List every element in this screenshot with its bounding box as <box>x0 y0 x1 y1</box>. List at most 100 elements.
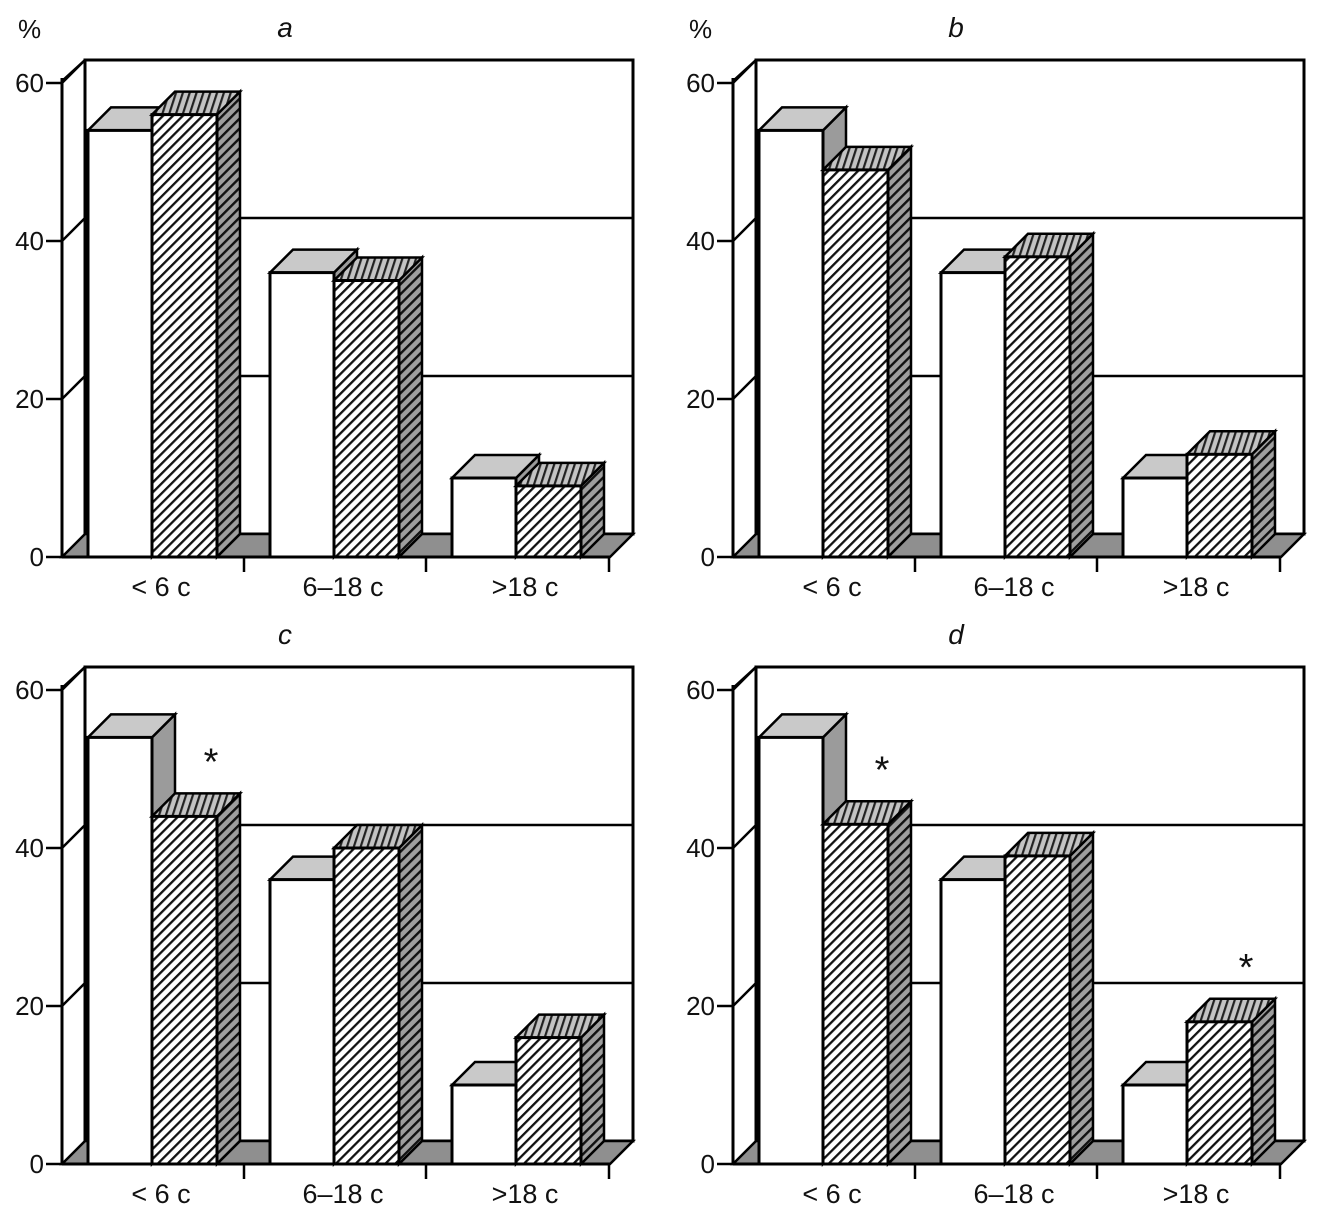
bar-group->18 c <box>1119 428 1279 561</box>
hatched-bar <box>332 279 401 559</box>
y-tick-diagonal <box>732 824 757 849</box>
percent-symbol: % <box>689 14 712 44</box>
hatched-bar-side-face <box>1068 829 1095 1168</box>
panel-a: 0 20 40 60 < 6 c 6–18 c >18 c% a <box>0 0 671 607</box>
bar-group->18 c <box>448 451 608 561</box>
hatched-bar-side-face <box>886 143 913 561</box>
open-bar <box>450 476 518 559</box>
bar-group-< 6 c <box>755 104 915 561</box>
bar-chart-panel-b: 0 20 40 60 < 6 c 6–18 c >18 c% b <box>686 12 1308 602</box>
hatched-bar <box>514 1036 583 1166</box>
hatched-bar-side-face <box>397 821 424 1168</box>
y-tick-label: 60 <box>15 675 44 705</box>
y-tick-label: 0 <box>30 542 44 572</box>
y-tick-diagonal <box>732 217 757 242</box>
hatched-bar <box>514 484 583 559</box>
category-label: 6–18 c <box>973 1179 1054 1209</box>
open-bar <box>757 735 825 1166</box>
category-label: >18 c <box>1163 572 1230 602</box>
y-tick-diagonal <box>61 982 86 1007</box>
y-tick-diagonal <box>732 59 757 84</box>
bar-group-6–18 c <box>266 246 426 561</box>
bar-group->18 c <box>448 1011 608 1168</box>
hatched-bar <box>332 846 401 1166</box>
open-bar <box>86 128 154 559</box>
hatched-bar-side-face <box>1250 995 1277 1168</box>
y-tick-diagonal <box>732 375 757 400</box>
open-bar <box>268 271 336 559</box>
y-tick-diagonal <box>61 217 86 242</box>
significance-star: * <box>204 741 219 783</box>
open-bar <box>1121 1083 1189 1166</box>
bar-group-6–18 c <box>937 829 1097 1168</box>
category-label: < 6 c <box>802 572 861 602</box>
y-tick-diagonal <box>732 666 757 691</box>
open-bar <box>268 878 336 1166</box>
open-bar <box>1121 476 1189 559</box>
y-tick-label: 60 <box>686 675 715 705</box>
bar-group-6–18 c <box>937 230 1097 561</box>
hatched-bar <box>150 814 219 1166</box>
bar-group-< 6 c <box>84 88 244 561</box>
y-tick-label: 20 <box>686 384 715 414</box>
panel-c: 0 20 40 60 < 6 c 6–18 c >18 c c * <box>0 607 671 1214</box>
hatched-bar-side-face <box>579 1011 606 1168</box>
category-label: 6–18 c <box>302 1179 383 1209</box>
y-tick-label: 20 <box>686 991 715 1021</box>
hatched-bar-side-face <box>886 798 913 1168</box>
open-bar <box>757 128 825 559</box>
y-tick-label: 60 <box>686 68 715 98</box>
category-label: >18 c <box>492 572 559 602</box>
bar-group-6–18 c <box>266 821 426 1168</box>
hatched-bar <box>1003 255 1072 559</box>
hatched-bar <box>1185 452 1254 559</box>
y-tick-label: 20 <box>15 384 44 414</box>
category-label: >18 c <box>492 1179 559 1209</box>
panel-d: 0 20 40 60 < 6 c 6–18 c >18 c d * * <box>671 607 1342 1214</box>
panel-title: b <box>948 12 964 43</box>
category-label: 6–18 c <box>973 572 1054 602</box>
bar-chart-panel-d: 0 20 40 60 < 6 c 6–18 c >18 c d * * <box>686 619 1308 1209</box>
category-label: >18 c <box>1163 1179 1230 1209</box>
hatched-bar <box>1003 854 1072 1166</box>
hatched-bar-side-face <box>215 790 242 1168</box>
y-tick-label: 0 <box>701 542 715 572</box>
y-tick-label: 0 <box>701 1149 715 1179</box>
bar-chart-panel-c: 0 20 40 60 < 6 c 6–18 c >18 c c * <box>15 619 637 1209</box>
hatched-bar <box>150 113 219 559</box>
open-bar <box>939 878 1007 1166</box>
hatched-bar <box>1185 1020 1254 1166</box>
panel-b: 0 20 40 60 < 6 c 6–18 c >18 c% b <box>671 0 1342 607</box>
y-tick-diagonal <box>732 982 757 1007</box>
open-bar <box>86 735 154 1166</box>
hatched-bar-side-face <box>1068 230 1095 561</box>
hatched-bar <box>821 168 890 559</box>
bar-group-< 6 c <box>84 711 244 1168</box>
panel-title: a <box>277 12 293 43</box>
bar-chart-panel-a: 0 20 40 60 < 6 c 6–18 c >18 c% a <box>15 12 637 602</box>
category-label: < 6 c <box>802 1179 861 1209</box>
panel-title: d <box>948 619 965 650</box>
bar-group->18 c <box>1119 995 1279 1168</box>
hatched-bar-side-face <box>397 254 424 561</box>
category-label: 6–18 c <box>302 572 383 602</box>
y-tick-diagonal <box>61 59 86 84</box>
significance-star: * <box>875 749 890 791</box>
y-tick-label: 60 <box>15 68 44 98</box>
bar-group-< 6 c <box>755 711 915 1168</box>
y-tick-label: 20 <box>15 991 44 1021</box>
y-tick-label: 0 <box>30 1149 44 1179</box>
category-label: < 6 c <box>131 572 190 602</box>
open-bar <box>450 1083 518 1166</box>
percent-symbol: % <box>18 14 41 44</box>
y-tick-label: 40 <box>15 833 44 863</box>
y-tick-diagonal <box>61 375 86 400</box>
hatched-bar <box>821 822 890 1166</box>
category-label: < 6 c <box>131 1179 190 1209</box>
y-tick-label: 40 <box>15 226 44 256</box>
significance-star: * <box>1239 947 1254 989</box>
panel-title: c <box>278 619 292 650</box>
y-tick-diagonal <box>61 666 86 691</box>
open-bar <box>939 271 1007 559</box>
